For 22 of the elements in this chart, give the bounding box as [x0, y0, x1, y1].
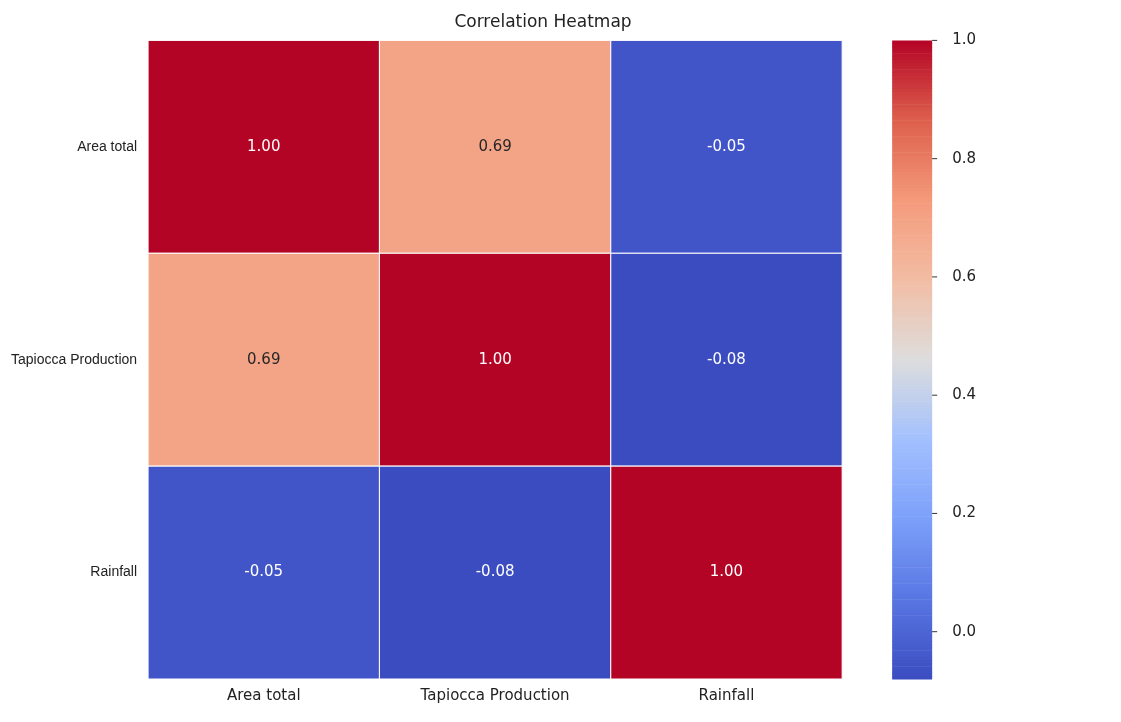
color-bar-label: 0.8 [952, 148, 976, 167]
color-bar-label: 0.4 [952, 385, 976, 404]
color-bar-label: 0.0 [952, 621, 976, 640]
data-label: 0.69 [478, 136, 512, 155]
y-tick-label: Tapiocca Production [11, 350, 138, 367]
data-label: 1.00 [478, 349, 512, 368]
data-label: -0.05 [707, 136, 746, 155]
data-label: -0.05 [244, 562, 284, 581]
color-bar-label: 1.0 [952, 30, 976, 49]
data-label: 1.00 [709, 562, 744, 581]
data-label: 0.69 [247, 349, 281, 368]
chart-title: Correlation Heatmap [454, 10, 632, 31]
x-tick-label: Rainfall [698, 685, 755, 704]
y-tick-label: Area total [77, 137, 138, 154]
color-bar-label: 0.2 [952, 503, 976, 522]
data-label: -0.08 [707, 349, 746, 368]
x-tick-label: Tapiocca Production [419, 685, 570, 704]
data-label: 1.00 [247, 136, 281, 155]
data-label: -0.08 [475, 562, 515, 581]
x-tick-label: Area total [226, 685, 301, 704]
color-bar-label: 0.6 [952, 266, 976, 285]
y-tick-label: Rainfall [90, 563, 138, 580]
